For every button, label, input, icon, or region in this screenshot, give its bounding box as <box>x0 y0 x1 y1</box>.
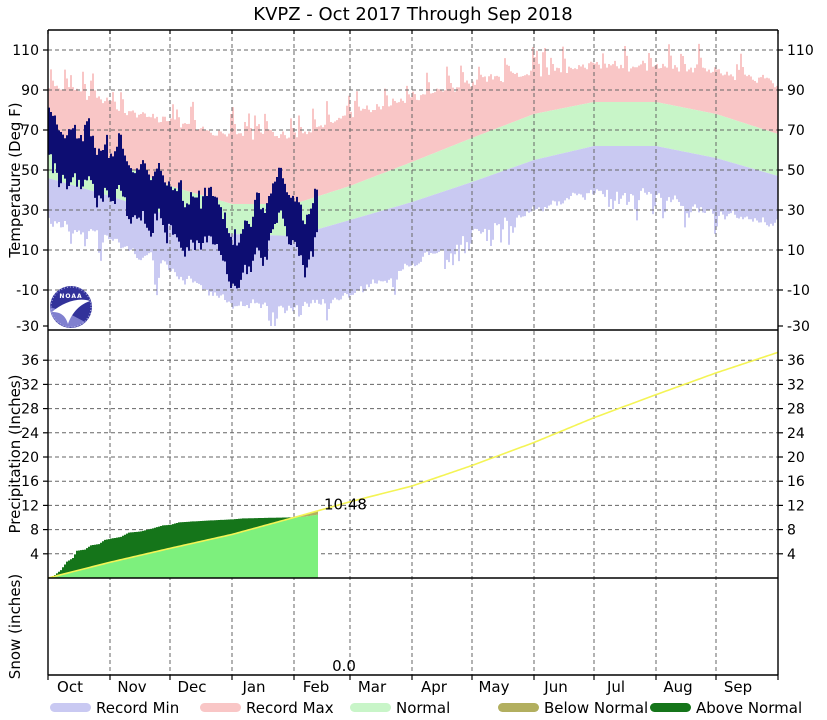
svg-text:24: 24 <box>787 426 805 442</box>
legend-label: Normal <box>396 699 450 717</box>
legend-swatch <box>650 703 691 712</box>
svg-text:90: 90 <box>787 83 805 99</box>
legend-swatch <box>350 703 391 712</box>
svg-text:90: 90 <box>21 83 39 99</box>
svg-text:110: 110 <box>12 43 39 59</box>
month-label: Nov <box>117 678 146 696</box>
svg-text:28: 28 <box>787 402 805 418</box>
svg-text:30: 30 <box>787 203 805 219</box>
month-label: Oct <box>57 678 83 696</box>
svg-text:36: 36 <box>787 353 805 369</box>
chart-title: KVPZ - Oct 2017 Through Sep 2018 <box>253 4 573 25</box>
svg-text:20: 20 <box>21 450 39 466</box>
svg-text:8: 8 <box>787 523 796 539</box>
snow-axis-title: Snow (inches) <box>6 574 24 679</box>
svg-text:-10: -10 <box>787 283 810 299</box>
month-label: Jun <box>543 678 567 696</box>
month-label: Mar <box>358 678 387 696</box>
svg-text:-10: -10 <box>16 283 39 299</box>
legend-label: Record Max <box>246 699 334 717</box>
svg-text:NOAA: NOAA <box>59 293 82 300</box>
svg-text:70: 70 <box>787 123 805 139</box>
svg-text:70: 70 <box>21 123 39 139</box>
precipitation-panel: 10.48 <box>47 351 779 579</box>
svg-text:-30: -30 <box>16 319 39 335</box>
svg-text:50: 50 <box>787 163 805 179</box>
month-label: Jul <box>606 678 625 696</box>
month-label: Jan <box>241 678 265 696</box>
svg-text:16: 16 <box>787 474 805 490</box>
axis-tick-labels: 110 110 90 90 70 70 50 50 30 30 10 10 -10 -10 -30 -30 36… <box>12 43 813 563</box>
month-label: Sep <box>724 678 752 696</box>
svg-text:10: 10 <box>21 243 39 259</box>
axis-titles: Temperature (Deg F) Precipitation (Inches… <box>6 102 24 679</box>
month-label: Apr <box>421 678 448 696</box>
svg-text:16: 16 <box>21 474 39 490</box>
legend-swatch <box>498 703 539 712</box>
tick-marks <box>43 30 783 680</box>
month-label: Aug <box>663 678 692 696</box>
precipitation-axis-title: Precipitation (Inches) <box>6 375 24 534</box>
snow-panel: 0.0 <box>332 657 356 675</box>
svg-text:110: 110 <box>787 43 814 59</box>
svg-text:32: 32 <box>21 377 39 393</box>
svg-text:12: 12 <box>787 498 805 514</box>
noaa-logo-icon: NOAA <box>50 286 92 328</box>
month-label: May <box>478 678 509 696</box>
svg-text:50: 50 <box>21 163 39 179</box>
svg-text:-30: -30 <box>787 319 810 335</box>
svg-text:8: 8 <box>30 523 39 539</box>
snow-total-annotation: 0.0 <box>332 657 356 675</box>
svg-text:12: 12 <box>21 498 39 514</box>
normal-precip-line <box>47 351 779 579</box>
month-label: Feb <box>303 678 330 696</box>
temperature-axis-title: Temperature (Deg F) <box>6 102 24 258</box>
svg-text:36: 36 <box>21 353 39 369</box>
svg-text:30: 30 <box>21 203 39 219</box>
observed-temperature-trace <box>48 107 318 289</box>
legend-swatch <box>200 703 241 712</box>
svg-text:28: 28 <box>21 402 39 418</box>
legend-label: Record Min <box>96 699 179 717</box>
month-labels: Oct Nov Dec Jan Feb Mar Apr May Jun Jul Aug Sep <box>57 678 752 696</box>
svg-text:24: 24 <box>21 426 39 442</box>
precip-total-annotation: 10.48 <box>324 496 367 514</box>
legend: Record Min Record Max Normal Below Normal Ab… <box>50 699 802 717</box>
legend-label: Above Normal <box>696 699 802 717</box>
month-label: Dec <box>177 678 206 696</box>
svg-text:20: 20 <box>787 450 805 466</box>
svg-text:32: 32 <box>787 377 805 393</box>
legend-label: Below Normal <box>544 699 648 717</box>
svg-text:4: 4 <box>30 547 39 563</box>
legend-swatch <box>50 703 91 712</box>
svg-text:10: 10 <box>787 243 805 259</box>
svg-text:4: 4 <box>787 547 796 563</box>
